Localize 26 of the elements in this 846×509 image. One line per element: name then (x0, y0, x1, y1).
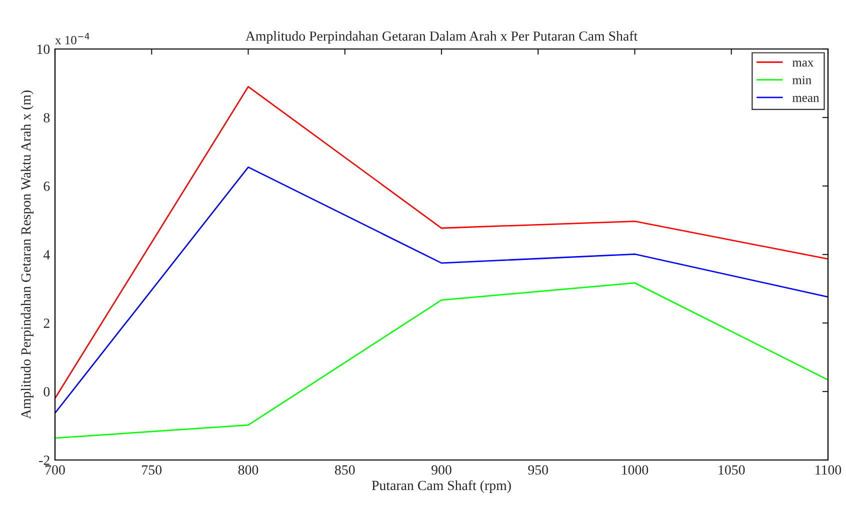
x-tick-label: 850 (334, 465, 355, 475)
y-axis-title: Amplitudo Perpindahan Getaran Respon Waktu Arah x (m) (20, 90, 34, 419)
y-tick-label: 8 (44, 113, 50, 122)
y-tick-label: 4 (43, 250, 50, 260)
y-tick-label: -2 (39, 456, 50, 465)
chart-title: Amplitudo Perpindahan Getaran Dalam Arah x Per Putaran Cam Shaft (246, 30, 638, 44)
line-series (55, 86, 828, 400)
x-tick-label: 1050 (718, 465, 745, 475)
line-series (55, 282, 828, 439)
y-tick-label: 2 (44, 318, 50, 328)
x-tick-label: 1100 (816, 465, 842, 475)
x-tick-label: 950 (528, 465, 548, 475)
x-tick-label: 900 (432, 465, 452, 475)
text: x 10$^{−4}$ (55, 33, 90, 44)
legend-label: mean (792, 96, 820, 102)
y-tick-label: 10 (37, 44, 50, 54)
y-tick-label: 0 (44, 387, 50, 396)
x-tick-label: 1000 (622, 465, 648, 475)
legend-label: max (792, 60, 814, 67)
x-tick-label: 700 (46, 465, 65, 475)
y-tick-label: 6 (44, 182, 50, 191)
x-axis-title: Putaran Cam Shaft (rpm) (372, 480, 511, 493)
x-tick-label: 800 (238, 465, 258, 475)
line-series (55, 166, 828, 414)
legend-label: min (792, 76, 812, 84)
x-tick-label: 750 (142, 465, 162, 475)
